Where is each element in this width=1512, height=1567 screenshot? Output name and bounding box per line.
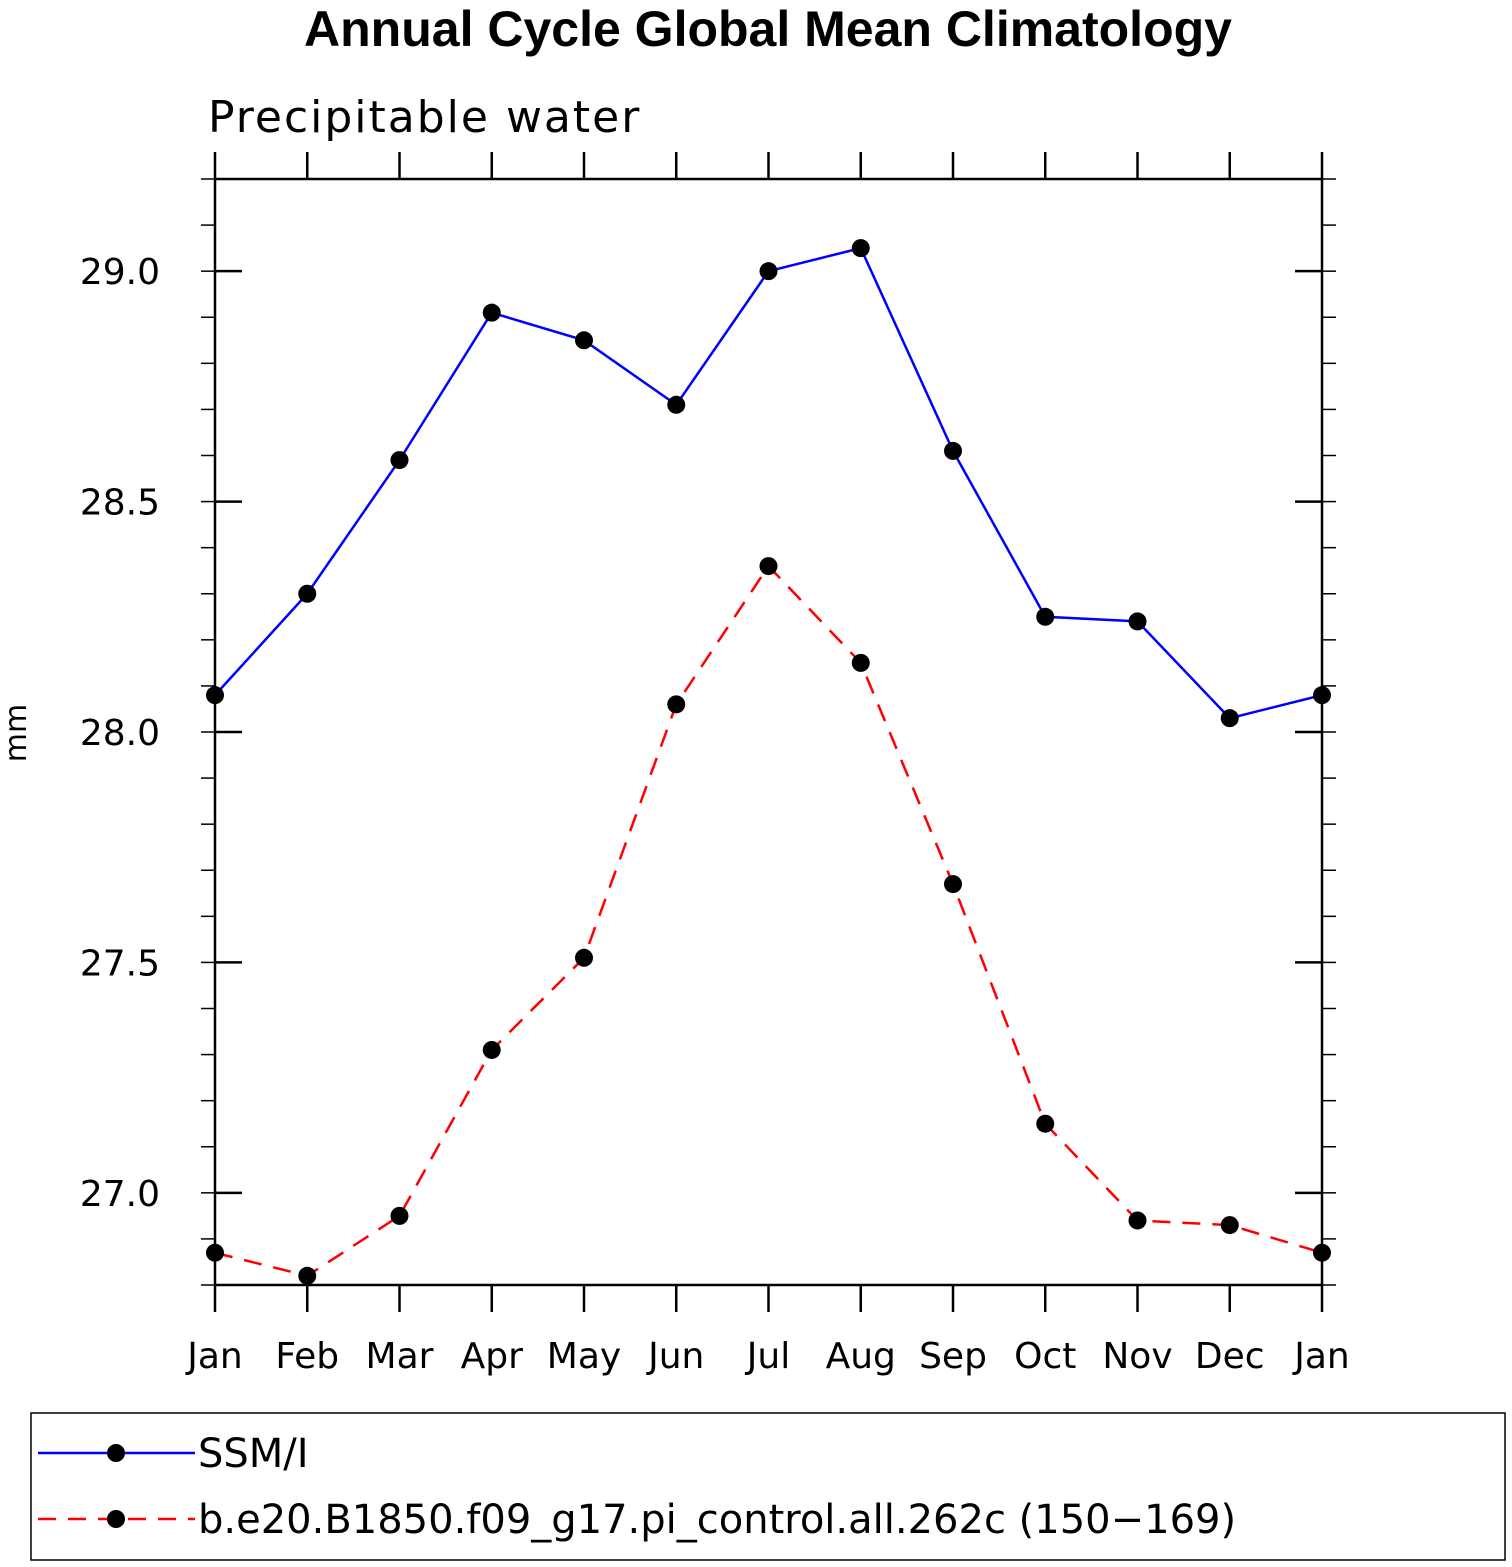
data-point (298, 1266, 317, 1285)
data-point (482, 303, 501, 322)
data-point (667, 695, 686, 714)
x-tick-label: Feb (275, 1336, 339, 1377)
y-axis-label: mm (0, 704, 34, 762)
y-tick-labels: 27.0 27.5 28.0 28.5 29.0 (80, 252, 160, 1215)
data-point (851, 653, 870, 672)
legend-label: b.e20.B1850.f09_g17.pi_control.all.262c … (198, 1497, 1236, 1543)
x-tick-labels: Jan Feb Mar Apr May Jun Jul Aug Sep Oct Nov Dec Jan (185, 1336, 1350, 1377)
legend-box (30, 1412, 1506, 1561)
legend-marker (107, 1444, 125, 1462)
x-tick-label: Mar (366, 1336, 434, 1377)
data-point (575, 331, 593, 350)
data-point (759, 557, 778, 576)
x-tick-label: Nov (1102, 1336, 1172, 1377)
y-tick-label: 28.5 (80, 483, 160, 524)
data-point (1036, 607, 1055, 626)
plot-frame (213, 177, 1324, 1287)
x-tick-label: Jun (646, 1336, 704, 1377)
data-point (1313, 1243, 1331, 1262)
data-point (390, 1206, 409, 1225)
series-line (214, 246, 1323, 720)
chart-subtitle: Precipitable water (208, 92, 641, 143)
data-point (390, 451, 409, 470)
data-point (944, 441, 962, 460)
x-tick-label: Sep (919, 1336, 987, 1377)
data-point (206, 1243, 224, 1262)
data-point (851, 239, 870, 258)
x-tick-label: Jan (185, 1336, 243, 1377)
data-point (759, 262, 778, 281)
legend: SSM/I b.e20.B1850.f09_g17.pi_control.all.… (38, 1431, 1236, 1543)
data-point (206, 686, 224, 705)
y-tick-label: 28.0 (80, 713, 160, 754)
data-point (298, 584, 317, 603)
x-tick-label: Jul (745, 1336, 790, 1377)
y-tick-label: 29.0 (80, 252, 160, 293)
series-line (214, 564, 1323, 1278)
data-point (667, 395, 686, 414)
series-group (206, 239, 1331, 1285)
legend-label: SSM/I (198, 1431, 309, 1477)
series-model (206, 557, 1331, 1285)
data-point (1220, 709, 1239, 728)
x-tick-label: Oct (1014, 1336, 1076, 1377)
axis-ticks (201, 152, 1336, 1312)
data-point (1313, 686, 1331, 705)
x-tick-label: Jan (1292, 1336, 1350, 1377)
chart-title: Annual Cycle Global Mean Climatology (304, 1, 1232, 57)
data-point (944, 875, 962, 894)
data-point (1128, 1211, 1147, 1230)
series-ssmi (206, 239, 1331, 728)
data-point (482, 1040, 501, 1059)
x-tick-label: Apr (461, 1336, 523, 1377)
x-tick-label: Aug (826, 1336, 896, 1377)
data-point (1220, 1216, 1239, 1235)
y-tick-label: 27.0 (80, 1174, 160, 1215)
data-point (1036, 1114, 1055, 1133)
legend-marker (107, 1510, 125, 1528)
data-point (575, 948, 593, 967)
x-tick-label: May (547, 1336, 621, 1377)
y-tick-label: 27.5 (80, 943, 160, 984)
x-tick-label: Dec (1195, 1336, 1265, 1377)
data-point (1128, 612, 1147, 631)
